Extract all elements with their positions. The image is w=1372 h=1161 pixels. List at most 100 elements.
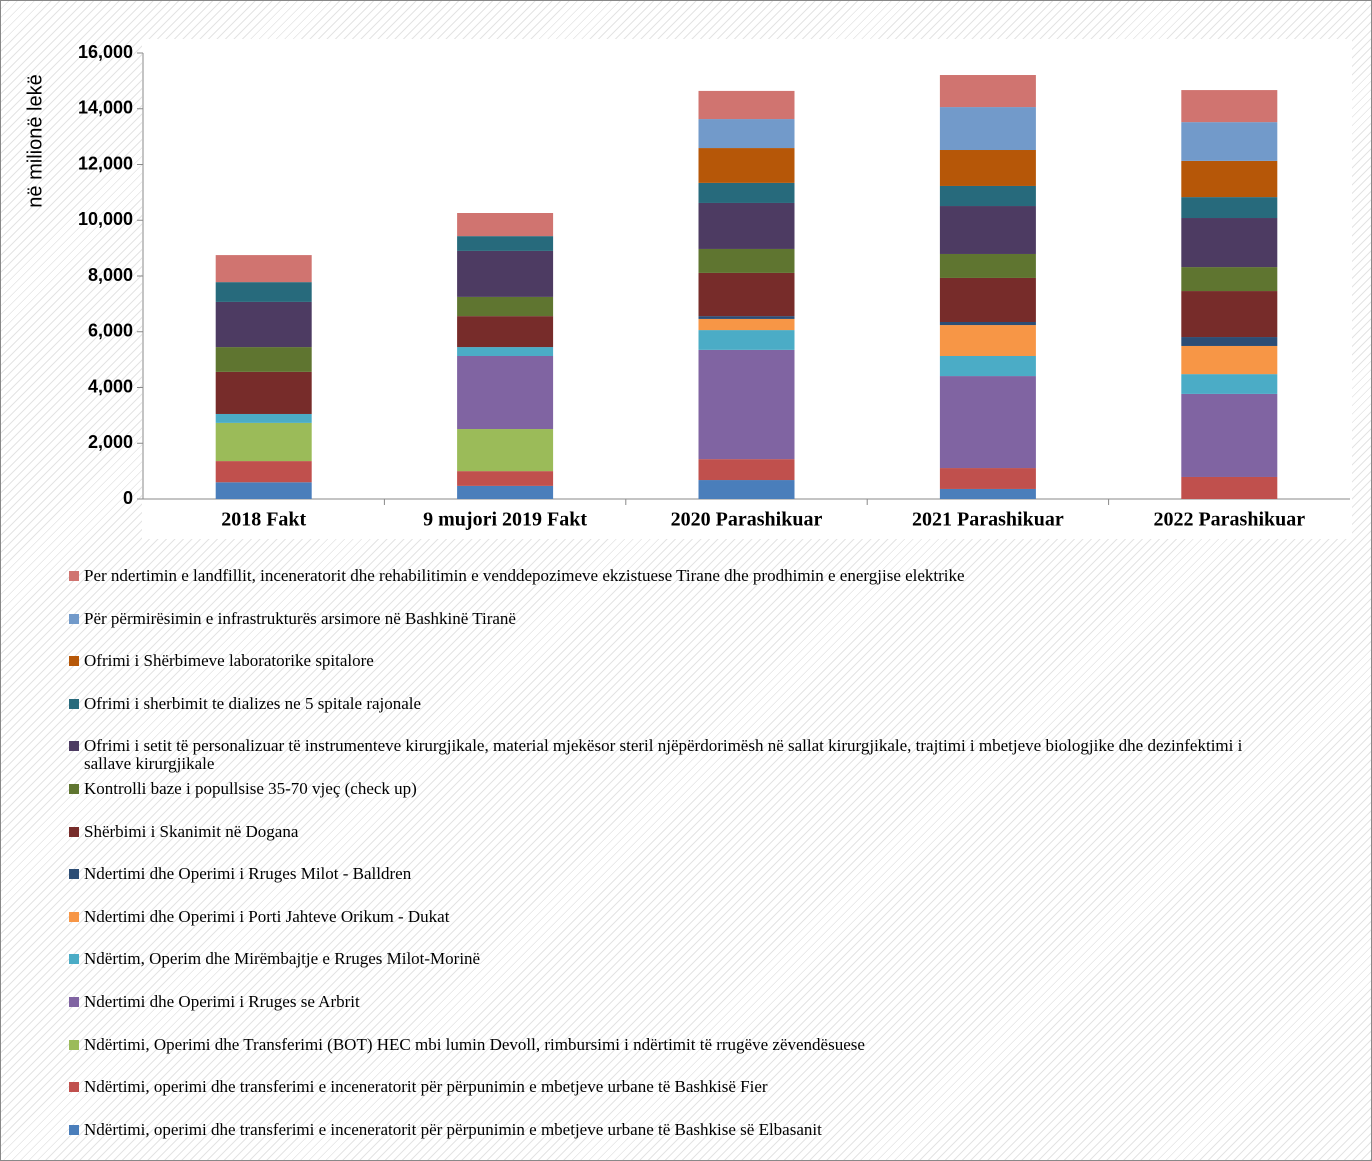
- bar-segment: [457, 471, 554, 486]
- legend-item: Ndertimi dhe Operimi i Rruges se Arbrit: [69, 993, 1264, 1011]
- bar-segment: [457, 213, 554, 237]
- bar-segment: [698, 318, 795, 331]
- bar-segment: [939, 277, 1036, 322]
- bar-segment: [457, 296, 554, 317]
- bar-segment: [1181, 345, 1278, 375]
- bar-segment: [939, 150, 1036, 186]
- bar-segment: [939, 321, 1036, 326]
- y-axis-title: në milionë lekë: [24, 74, 46, 207]
- chart: në milionë lekë 0 2,000 4,000 6,000 8,000 10,…: [24, 39, 1352, 539]
- legend-label: Ndertimi dhe Operimi i Porti Jahteve Ori…: [84, 906, 450, 926]
- bar-segment: [698, 480, 795, 499]
- bar-segment: [1181, 476, 1278, 499]
- bar-segment: [939, 185, 1036, 207]
- bar-segment: [215, 282, 312, 302]
- bar-segment: [215, 301, 312, 348]
- bar-segment: [1181, 90, 1278, 123]
- legend-label: Ofrimi i Shërbimeve laboratorike spitalo…: [84, 651, 374, 671]
- legend-swatch: [69, 656, 79, 667]
- bar-segment: [1181, 197, 1278, 219]
- x-tick-label: 2022 Parashikuar: [1153, 509, 1305, 531]
- bar-segment: [1181, 374, 1278, 394]
- legend-label: Per ndertimin e landfillit, inceneratori…: [84, 566, 965, 585]
- bar-segment: [939, 468, 1036, 489]
- bar-segment: [698, 90, 795, 120]
- bar-segment: [939, 488, 1036, 499]
- legend-swatch: [69, 869, 79, 880]
- legend-item: Ndërtimi, operimi dhe transferimi e ince…: [69, 1119, 1264, 1139]
- bar-segment: [939, 107, 1036, 151]
- legend-swatch: [69, 911, 79, 922]
- bar-segment: [457, 236, 554, 251]
- legend-swatch: [69, 613, 79, 624]
- legend-item: Ndërtim, Operim dhe Mirëmbajtje e Rruges…: [69, 950, 1264, 968]
- bar-segment: [215, 413, 312, 423]
- legend-label: Ndërtim, Operim dhe Mirëmbajtje e Rruges…: [84, 949, 481, 969]
- bar-segment: [939, 325, 1036, 357]
- legend-label: Kontrolli baze i popullsise 35-70 vjeç (…: [84, 779, 417, 798]
- legend-label: Ndërtimi, operimi dhe transferimi e ince…: [84, 1077, 768, 1097]
- legend-swatch: [69, 741, 79, 752]
- y-tick-label: 12,000: [78, 153, 133, 173]
- legend-label: Shërbimi i Skanimit në Dogana: [84, 821, 299, 841]
- legend-item: Kontrolli baze i popullsise 35-70 vjeç (…: [69, 780, 1264, 798]
- bar-segment: [698, 272, 795, 317]
- bar-segment: [215, 371, 312, 414]
- legend-label: Ofrimi i setit të personalizuar të instr…: [84, 736, 1243, 774]
- legend-item: Ndertimi dhe Operimi i Rruges Milot - Ba…: [69, 865, 1264, 883]
- y-tick-label: 14,000: [78, 98, 133, 118]
- bar-segment: [939, 206, 1036, 254]
- y-tick-label: 16,000: [78, 42, 133, 62]
- y-tick-label: 0: [123, 488, 133, 508]
- bar-segment: [457, 356, 554, 430]
- bar-segment: [939, 75, 1036, 108]
- bar-segment: [698, 148, 795, 183]
- legend-label: Ndërtimi, Operimi dhe Transferimi (BOT) …: [84, 1034, 865, 1054]
- bar-segment: [457, 429, 554, 472]
- bar-segment: [1181, 337, 1278, 346]
- legend-item: Ofrimi i setit të personalizuar të instr…: [69, 737, 1264, 773]
- bar-segment: [698, 330, 795, 350]
- bar-segment: [939, 253, 1036, 278]
- legend-label: Për përmirësimin e infrastrukturës arsim…: [84, 608, 516, 628]
- bar-segment: [215, 461, 312, 483]
- bar-segment: [698, 248, 795, 273]
- legend-label: Ndertimi dhe Operimi i Rruges Milot - Ba…: [84, 864, 412, 884]
- bar-segment: [1181, 291, 1278, 338]
- x-tick-label: 2020 Parashikuar: [671, 509, 823, 531]
- bar-segment: [1181, 267, 1278, 292]
- legend-item: Ndërtimi, Operimi dhe Transferimi (BOT) …: [69, 1034, 1264, 1054]
- x-tick-label: 2018 Fakt: [221, 509, 306, 531]
- bar-segment: [698, 459, 795, 481]
- bar-segment: [457, 485, 554, 499]
- x-tick-label: 9 mujori 2019 Fakt: [423, 509, 587, 531]
- x-tick-label: 2021 Parashikuar: [912, 509, 1064, 531]
- bar-segment: [698, 349, 795, 460]
- legend-item: Ofrimi i Shërbimeve laboratorike spitalo…: [69, 652, 1264, 670]
- legend-swatch: [69, 826, 79, 837]
- bar-segment: [215, 422, 312, 462]
- legend-label: Ndërtimi, operimi dhe transferimi e ince…: [84, 1119, 822, 1139]
- legend-item: Ndertimi dhe Operimi i Porti Jahteve Ori…: [69, 906, 1264, 926]
- bar-segment: [939, 356, 1036, 377]
- y-tick-label: 6,000: [88, 321, 133, 341]
- legend-label: Ofrimi i sherbimit te dializes ne 5 spit…: [84, 693, 422, 713]
- legend-item: Ofrimi i sherbimit te dializes ne 5 spit…: [69, 693, 1264, 713]
- legend-swatch: [69, 1039, 79, 1050]
- y-tick-label: 4,000: [88, 376, 133, 396]
- bar-segment: [698, 316, 795, 319]
- legend-swatch: [69, 571, 79, 581]
- legend-label: Ndertimi dhe Operimi i Rruges se Arbrit: [84, 992, 360, 1011]
- legend-item: Per ndertimin e landfillit, inceneratori…: [69, 567, 1264, 585]
- y-tick-label: 8,000: [88, 265, 133, 285]
- bar-segment: [457, 316, 554, 348]
- legend-item: Shërbimi i Skanimit në Dogana: [69, 821, 1264, 841]
- bar-segment: [698, 202, 795, 249]
- bar-segment: [698, 119, 795, 149]
- legend-swatch: [69, 784, 79, 794]
- bar-segment: [215, 347, 312, 372]
- legend-swatch: [69, 954, 79, 965]
- bar-segment: [939, 376, 1036, 469]
- legend-item: Për përmirësimin e infrastrukturës arsim…: [69, 608, 1264, 628]
